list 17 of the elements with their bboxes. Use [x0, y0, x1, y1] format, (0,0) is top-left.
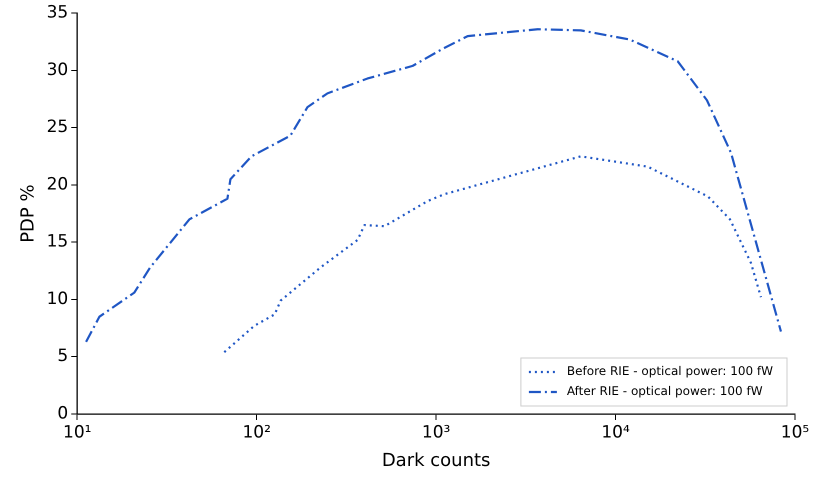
y-tick-label: 20: [46, 174, 68, 194]
y-tick-label: 25: [46, 117, 68, 138]
y-tick-label: 5: [57, 346, 68, 366]
legend-label: After RIE - optical power: 100 fW: [566, 384, 763, 398]
y-tick-label: 35: [46, 2, 68, 23]
y-tick-label: 10: [46, 288, 68, 309]
y-tick-label: 15: [46, 232, 68, 252]
x-tick-label: 10²: [242, 422, 271, 443]
x-tick-label: 10³: [422, 422, 450, 443]
x-tick-label: 10⁴: [601, 422, 630, 443]
x-axis-title: Dark counts: [382, 450, 490, 471]
x-tick-label: 10¹: [63, 422, 92, 443]
y-axis-title: PDP %: [17, 184, 38, 243]
y-tick-label: 30: [46, 60, 68, 80]
legend-label: Before RIE - optical power: 100 fW: [566, 364, 774, 378]
y-tick-label: 0: [57, 403, 68, 424]
x-tick-label: 10⁵: [780, 422, 810, 443]
